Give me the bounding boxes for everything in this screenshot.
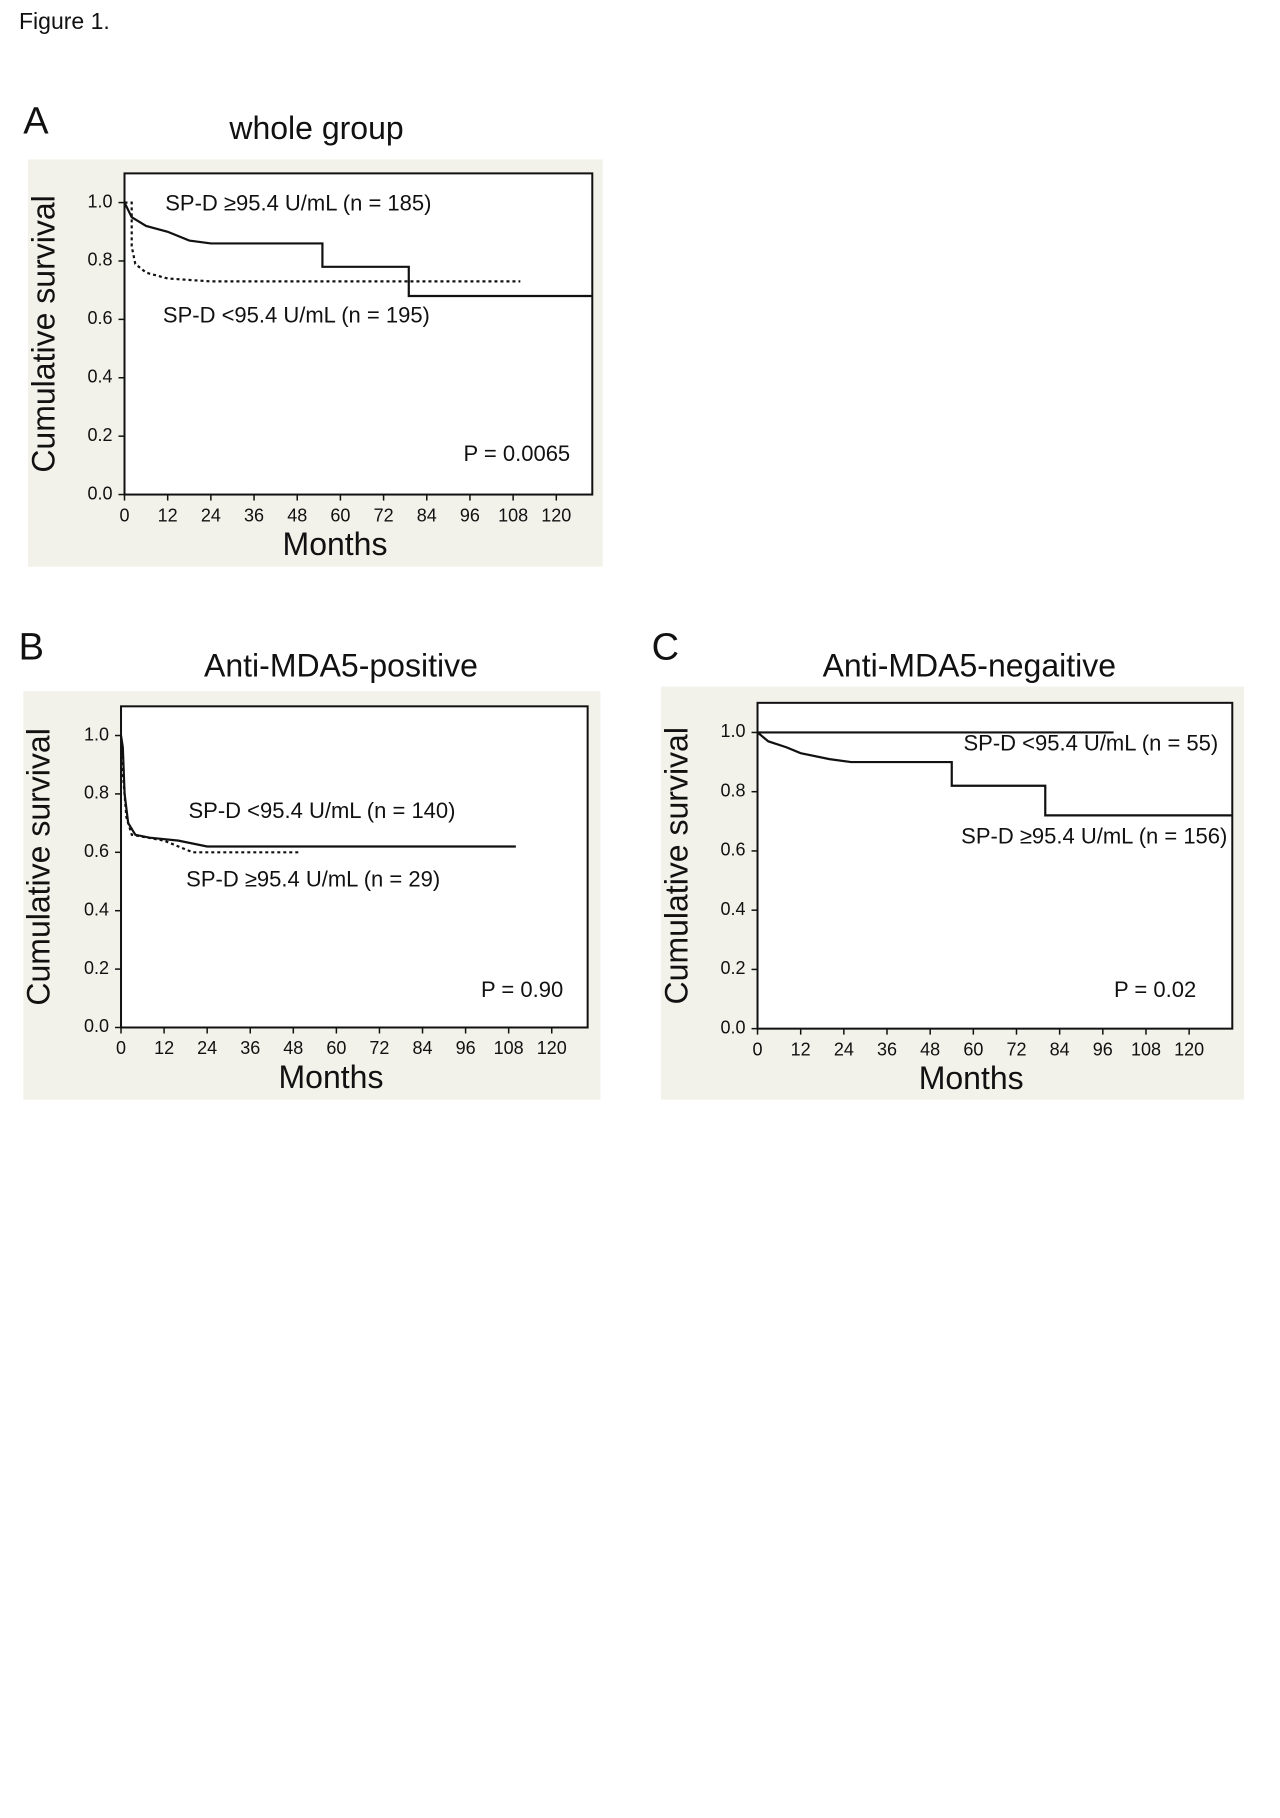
y-axis-label: Cumulative survival [25,195,61,472]
series-label: SP-D <95.4 U/mL (n = 55) [963,731,1218,756]
x-tick-label: 12 [158,505,178,525]
plot-area [756,701,1234,1030]
series-label: SP-D ≥95.4 U/mL (n = 156) [961,824,1227,849]
x-tick-label: 108 [1131,1039,1161,1059]
series-label: SP-D <95.4 U/mL (n = 195) [163,302,430,327]
x-tick-label: 120 [541,505,571,525]
y-tick-label: 0.0 [720,1017,745,1037]
x-tick-label: 108 [494,1038,524,1058]
x-tick-label: 36 [244,505,264,525]
y-tick-label: 0.2 [720,958,745,978]
series-label: SP-D ≥95.4 U/mL (n = 185) [165,191,431,216]
x-tick-label: 84 [1050,1039,1070,1059]
y-tick-label: 0.0 [87,483,112,503]
x-tick-label: 60 [330,505,350,525]
figure-label: Figure 1. [19,8,110,34]
x-tick-label: 96 [1093,1039,1113,1059]
y-tick-label: 0.8 [84,783,109,803]
y-tick-label: 0.6 [84,841,109,861]
x-tick-label: 36 [877,1039,897,1059]
x-tick-label: 96 [456,1038,476,1058]
x-tick-label: 72 [369,1038,389,1058]
x-tick-label: 36 [240,1038,260,1058]
plot-area [120,705,589,1029]
y-tick-label: 0.0 [84,1016,109,1036]
x-tick-label: 24 [834,1039,854,1059]
y-tick-label: 1.0 [87,191,112,211]
p-value: P = 0.90 [481,977,563,1002]
x-tick-label: 48 [920,1039,940,1059]
x-tick-label: 12 [154,1038,174,1058]
series-label: SP-D ≥95.4 U/mL (n = 29) [186,867,440,892]
x-tick-label: 24 [197,1038,217,1058]
y-tick-label: 1.0 [84,724,109,744]
y-tick-label: 0.2 [87,425,112,445]
y-axis-label: Cumulative survival [21,728,57,1005]
plot-area [123,172,594,496]
x-axis-label: Months [919,1060,1024,1096]
x-tick-label: 0 [120,505,130,525]
x-tick-label: 60 [326,1038,346,1058]
x-tick-label: 120 [537,1038,567,1058]
y-tick-label: 0.8 [87,250,112,270]
x-tick-label: 84 [417,505,437,525]
panel-letter: B [19,626,44,668]
x-tick-label: 0 [116,1038,126,1058]
x-tick-label: 96 [460,505,480,525]
chart-title: whole group [228,110,403,146]
x-tick-label: 108 [498,505,528,525]
x-tick-label: 72 [1006,1039,1026,1059]
x-tick-label: 12 [791,1039,811,1059]
p-value: P = 0.02 [1114,977,1196,1002]
x-tick-label: 48 [283,1038,303,1058]
p-value: P = 0.0065 [464,441,571,466]
y-tick-label: 1.0 [720,721,745,741]
chart-title: Anti-MDA5-positive [204,647,478,683]
x-tick-label: 0 [753,1039,763,1059]
x-tick-label: 60 [963,1039,983,1059]
series-label: SP-D <95.4 U/mL (n = 140) [189,798,456,823]
y-tick-label: 0.2 [84,958,109,978]
y-axis-label: Cumulative survival [658,727,694,1004]
survival-curve [119,735,516,848]
y-tick-label: 0.4 [87,367,112,387]
x-tick-label: 72 [374,505,394,525]
survival-curve [119,750,301,854]
y-tick-label: 0.8 [720,780,745,800]
y-tick-label: 0.4 [720,899,745,919]
panel-letter: A [23,100,49,142]
x-tick-label: 48 [287,505,307,525]
x-tick-label: 84 [413,1038,433,1058]
panel-letter: C [652,626,679,668]
y-tick-label: 0.6 [87,308,112,328]
survival-curve [123,202,593,298]
chart-title: Anti-MDA5-negaitive [823,647,1116,683]
x-tick-label: 24 [201,505,221,525]
x-tick-label: 120 [1174,1039,1204,1059]
x-axis-label: Months [283,526,388,562]
y-tick-label: 0.6 [720,840,745,860]
survival-curve [124,201,521,283]
survival-curve [756,731,1233,817]
x-axis-label: Months [279,1059,384,1095]
y-tick-label: 0.4 [84,899,109,919]
